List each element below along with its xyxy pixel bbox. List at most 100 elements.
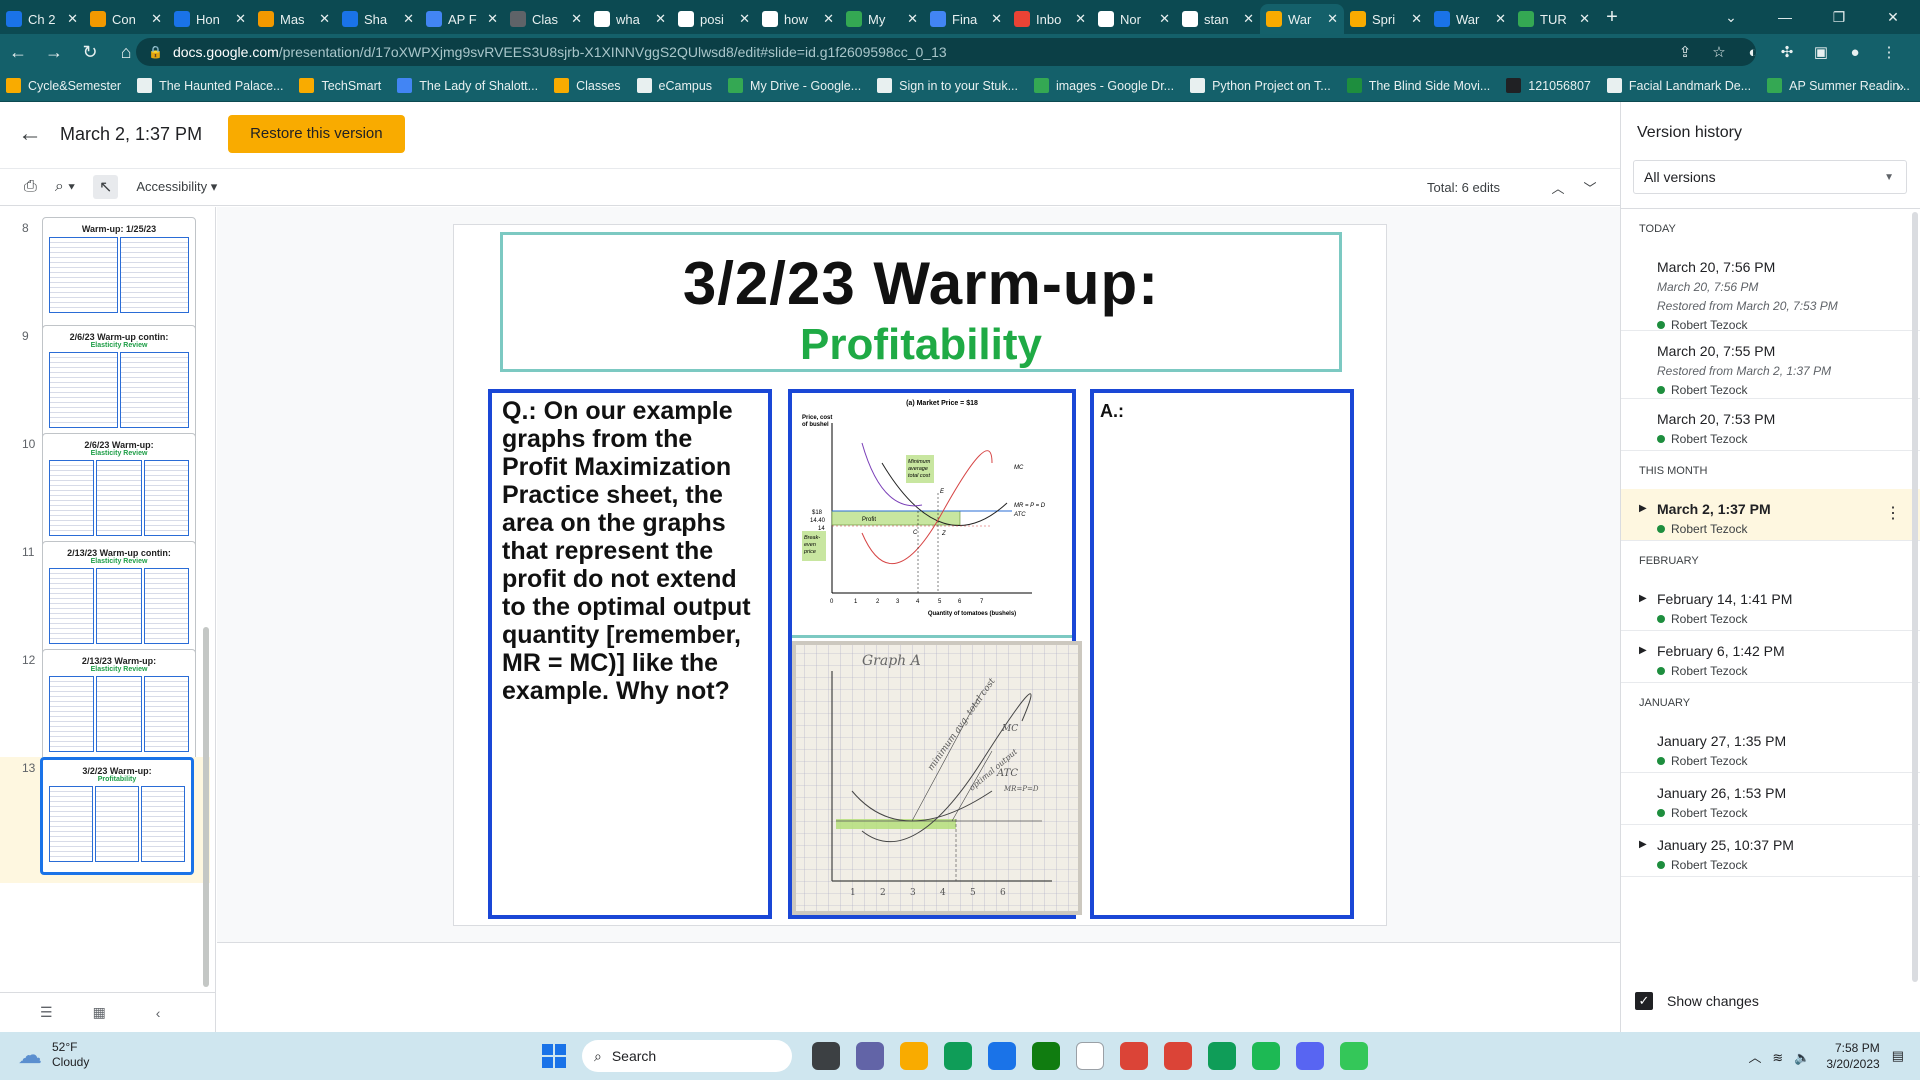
tray-icons[interactable]: ︿ ≋ 🔈 xyxy=(1748,1049,1811,1065)
next-edit-icon[interactable]: ﹀ xyxy=(1583,180,1597,196)
chrome-1-icon[interactable] xyxy=(1120,1042,1148,1070)
expand-triangle-icon[interactable]: ▶ xyxy=(1639,503,1647,514)
tab-close-icon[interactable]: ✕ xyxy=(67,11,78,26)
browser-tab[interactable]: AP F ✕ xyxy=(420,4,504,34)
expand-triangle-icon[interactable]: ▶ xyxy=(1639,593,1647,604)
notification-icon[interactable]: ▤ xyxy=(1891,1048,1904,1063)
tab-close-icon[interactable]: ✕ xyxy=(1075,11,1086,26)
browser-tab[interactable]: Hon ✕ xyxy=(168,4,252,34)
version-entry[interactable]: January 27, 1:35 PM Robert Tezock xyxy=(1621,721,1920,773)
filmstrip-scrollbar[interactable] xyxy=(203,627,209,987)
chrome-3-icon[interactable] xyxy=(1208,1042,1236,1070)
browser-tab[interactable]: Inbo ✕ xyxy=(1008,4,1092,34)
notepad-icon[interactable] xyxy=(1076,1042,1104,1070)
browser-tab[interactable]: how ✕ xyxy=(756,4,840,34)
list-view-icon[interactable]: ☰ xyxy=(40,1004,53,1020)
lock-icon[interactable]: 🔒 xyxy=(148,45,163,59)
tab-close-icon[interactable]: ✕ xyxy=(739,11,750,26)
accessibility-menu[interactable]: Accessibility ▾ xyxy=(136,179,218,194)
bookmark-item[interactable]: The Blind Side Movi... xyxy=(1346,78,1490,93)
restore-icon[interactable]: ❐ xyxy=(1832,8,1846,25)
bookmark-item[interactable]: images - Google Dr... xyxy=(1033,78,1174,93)
tab-close-icon[interactable]: ✕ xyxy=(571,11,582,26)
browser-tab[interactable]: stan ✕ xyxy=(1176,4,1260,34)
browser-tab[interactable]: Con ✕ xyxy=(84,4,168,34)
grid-view-icon[interactable]: ▦ xyxy=(92,1004,106,1020)
browser-tab[interactable]: Nor ✕ xyxy=(1092,4,1176,34)
new-tab-icon[interactable]: + xyxy=(1606,5,1618,28)
version-entry[interactable]: March 20, 7:56 PM March 20, 7:56 PM Restor… xyxy=(1621,247,1920,332)
address-bar[interactable]: 🔒 docs.google.com/presentation/d/17oXWPX… xyxy=(136,38,1756,66)
bookmark-item[interactable]: TechSmart xyxy=(299,78,381,93)
xbox-icon[interactable] xyxy=(1032,1042,1060,1070)
weather-widget[interactable]: ☁ 52°F Cloudy xyxy=(18,1040,89,1070)
version-entry[interactable]: January 26, 1:53 PM Robert Tezock xyxy=(1621,773,1920,825)
version-entry[interactable]: ▶ February 6, 1:42 PM Robert Tezock xyxy=(1621,631,1920,683)
browser-tab[interactable]: Mas ✕ xyxy=(252,4,336,34)
version-entry[interactable]: March 20, 7:55 PM Restored from March 2, … xyxy=(1621,331,1920,399)
select-cursor-icon[interactable]: ↖ xyxy=(92,175,119,199)
bookmark-item[interactable]: eCampus xyxy=(636,78,712,93)
slide-thumbnail[interactable]: 11 2/13/23 Warm-up contin: Elasticity Revi… xyxy=(0,541,210,667)
show-changes-toggle[interactable]: ✓ Show changes xyxy=(1635,992,1759,1010)
back-arrow-icon[interactable]: ← xyxy=(18,120,42,147)
browser-tab[interactable]: TUR ✕ xyxy=(1512,4,1596,34)
spotify-icon[interactable] xyxy=(1252,1042,1280,1070)
version-filter-select[interactable]: All versions ▼ xyxy=(1633,160,1907,194)
browser-tab[interactable]: Ch 2 ✕ xyxy=(0,4,84,34)
tab-close-icon[interactable]: ✕ xyxy=(235,11,246,26)
tab-close-icon[interactable]: ✕ xyxy=(319,11,330,26)
browser-tab[interactable]: posi ✕ xyxy=(672,4,756,34)
home-icon[interactable]: ⌂ xyxy=(120,41,132,62)
slide-thumbnail[interactable]: 13 3/2/23 Warm-up: Profitability xyxy=(0,757,210,883)
share-icon[interactable]: ⇪ xyxy=(1678,44,1692,61)
slide-thumbnail[interactable]: 9 2/6/23 Warm-up contin: Elasticity Review xyxy=(0,325,210,451)
clock[interactable]: 7:58 PM 3/20/2023 xyxy=(1826,1040,1879,1072)
bookmark-item[interactable]: Classes xyxy=(554,78,621,93)
more-options-icon[interactable]: ⋮ xyxy=(1885,505,1901,522)
browser-tab[interactable]: Clas ✕ xyxy=(504,4,588,34)
browser-tab[interactable]: Sha ✕ xyxy=(336,4,420,34)
zoom-icon[interactable]: ⌕ ▾ xyxy=(54,178,75,195)
tab-close-icon[interactable]: ✕ xyxy=(1327,11,1338,26)
discord-icon[interactable] xyxy=(1296,1042,1324,1070)
expand-triangle-icon[interactable]: ▶ xyxy=(1639,839,1647,850)
taskbar-search[interactable]: ⌕ Search xyxy=(582,1040,792,1072)
tab-close-icon[interactable]: ✕ xyxy=(151,11,162,26)
file-explorer-icon[interactable] xyxy=(900,1042,928,1070)
task-view-icon[interactable] xyxy=(812,1042,840,1070)
tab-close-icon[interactable]: ✕ xyxy=(1495,11,1506,26)
bookmark-star-icon[interactable]: ☆ xyxy=(1712,44,1726,61)
bookmark-item[interactable]: The Haunted Palace... xyxy=(137,78,283,93)
tab-close-icon[interactable]: ✕ xyxy=(1243,11,1254,26)
forward-icon[interactable]: → xyxy=(45,41,63,62)
bookmark-item[interactable]: Facial Landmark De... xyxy=(1606,78,1751,93)
tab-close-icon[interactable]: ✕ xyxy=(1411,11,1422,26)
version-entry[interactable]: ▶ January 25, 10:37 PM Robert Tezock xyxy=(1621,825,1920,877)
tab-close-icon[interactable]: ✕ xyxy=(991,11,1002,26)
profile-avatar-icon[interactable]: ● xyxy=(1850,43,1860,61)
expand-triangle-icon[interactable]: ▶ xyxy=(1639,645,1647,656)
minimize-icon[interactable]: — xyxy=(1778,9,1792,25)
collapse-panel-icon[interactable]: ‹ xyxy=(155,1004,161,1021)
bookmark-item[interactable]: Python Project on T... xyxy=(1190,78,1331,93)
tab-close-icon[interactable]: ✕ xyxy=(655,11,666,26)
restore-version-button[interactable]: Restore this version xyxy=(228,115,405,153)
bookmark-item[interactable]: Sign in to your Stuk... xyxy=(877,78,1018,93)
browser-menu-icon[interactable]: ⋮ xyxy=(1881,44,1897,61)
browser-tab[interactable]: War ✕ xyxy=(1428,4,1512,34)
browser-tab[interactable]: War ✕ xyxy=(1260,4,1344,34)
version-entry[interactable]: March 20, 7:53 PM Robert Tezock xyxy=(1621,399,1920,451)
store-icon[interactable] xyxy=(988,1042,1016,1070)
back-icon[interactable]: ← xyxy=(9,41,27,62)
puzzle-icon[interactable]: ✣ xyxy=(1780,44,1794,61)
browser-tab[interactable]: Spri ✕ xyxy=(1344,4,1428,34)
windows-start-icon[interactable] xyxy=(542,1044,566,1068)
extension-icon[interactable]: ◐ xyxy=(1748,43,1758,61)
edge-icon[interactable] xyxy=(944,1042,972,1070)
print-icon[interactable]: ⎙ xyxy=(24,178,37,195)
show-changes-checkbox[interactable]: ✓ xyxy=(1635,992,1653,1010)
app-green-icon[interactable] xyxy=(1340,1042,1368,1070)
chrome-2-icon[interactable] xyxy=(1164,1042,1192,1070)
tab-search-chevron-icon[interactable]: ⌄ xyxy=(1725,8,1737,25)
